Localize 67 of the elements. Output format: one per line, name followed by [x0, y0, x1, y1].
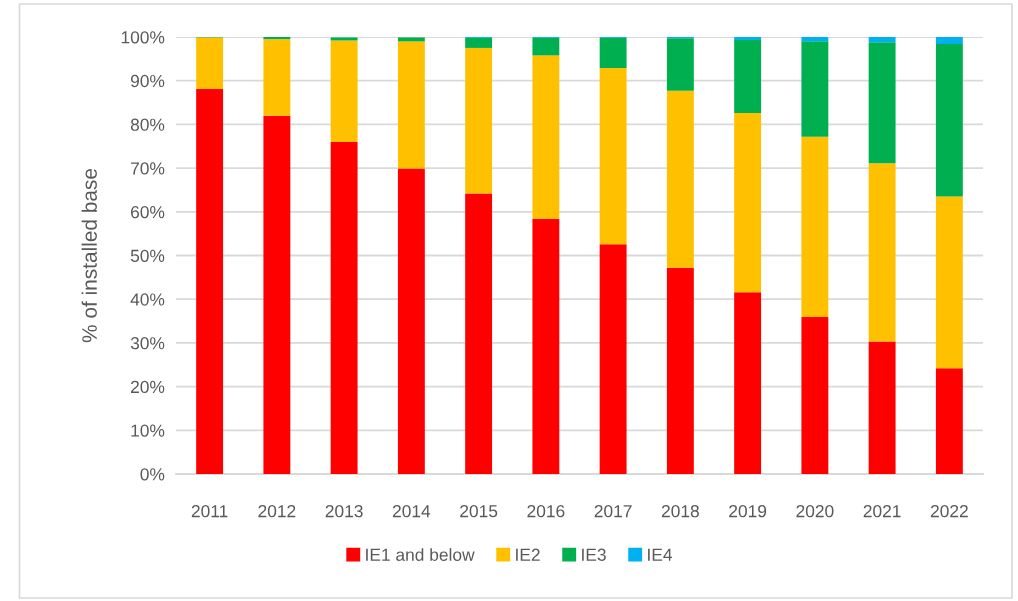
y-tick-label: 70%	[131, 162, 165, 175]
bar	[935, 43, 963, 197]
bar	[599, 37, 627, 69]
x-tick-label: 2013	[325, 505, 363, 518]
x-tick-label: 2012	[258, 505, 296, 518]
bar	[868, 163, 896, 342]
y-tick-label: 30%	[130, 337, 165, 350]
legend-label: IE1 and below	[366, 548, 475, 561]
bar	[196, 37, 224, 89]
bar	[734, 292, 762, 474]
bar	[465, 193, 493, 474]
x-tick-label: 2014	[392, 505, 431, 518]
bar	[666, 90, 694, 268]
legend-label: IE2	[516, 548, 540, 561]
legend-label: IE3	[582, 548, 606, 561]
bar	[935, 368, 963, 474]
bar	[397, 41, 425, 169]
bar	[532, 37, 560, 56]
y-tick-label: 100%	[121, 31, 165, 44]
bar	[196, 89, 224, 474]
bar	[666, 267, 694, 474]
bar	[935, 37, 963, 44]
x-tick-label: 2016	[527, 505, 565, 518]
bar	[868, 341, 896, 474]
bar	[465, 47, 493, 194]
bar	[532, 218, 560, 474]
bar	[734, 113, 762, 293]
x-tick-label: 2022	[930, 505, 968, 518]
legend-label: IE4	[648, 548, 673, 561]
bar	[465, 37, 493, 48]
x-tick-label: 2011	[191, 505, 228, 518]
bar	[734, 37, 762, 41]
y-tick-label: 0%	[140, 468, 165, 481]
bar	[330, 37, 358, 41]
y-tick-label: 80%	[130, 118, 165, 131]
bar	[666, 38, 694, 91]
bar	[801, 317, 829, 474]
bar	[263, 115, 291, 474]
bar	[868, 42, 896, 164]
x-tick-label: 2021	[863, 505, 901, 518]
y-tick-label: 90%	[130, 74, 165, 88]
bar	[263, 37, 291, 40]
bar	[599, 244, 627, 474]
bar	[599, 68, 627, 245]
bar	[801, 136, 829, 318]
bar	[397, 168, 425, 474]
y-tick-label: 10%	[131, 424, 165, 437]
x-tick-label: 2018	[661, 505, 699, 518]
x-tick-label: 2020	[796, 505, 834, 518]
y-tick-label: 50%	[130, 249, 165, 262]
bar	[734, 40, 762, 114]
bar	[263, 39, 291, 116]
y-tick-label: 40%	[130, 293, 165, 306]
y-axis-title: % of installed base	[81, 168, 97, 343]
y-tick-label: 60%	[131, 205, 165, 219]
bar	[801, 37, 829, 42]
y-tick-label: 20%	[131, 380, 165, 394]
bar	[935, 196, 963, 369]
bar	[532, 55, 560, 219]
x-tick-label: 2017	[594, 505, 632, 518]
bar	[330, 40, 358, 142]
x-tick-label: 2015	[460, 505, 498, 518]
x-tick-label: 2019	[729, 505, 767, 518]
bar	[801, 41, 829, 137]
bar	[330, 141, 358, 474]
bar	[397, 37, 425, 42]
bar	[868, 37, 896, 43]
